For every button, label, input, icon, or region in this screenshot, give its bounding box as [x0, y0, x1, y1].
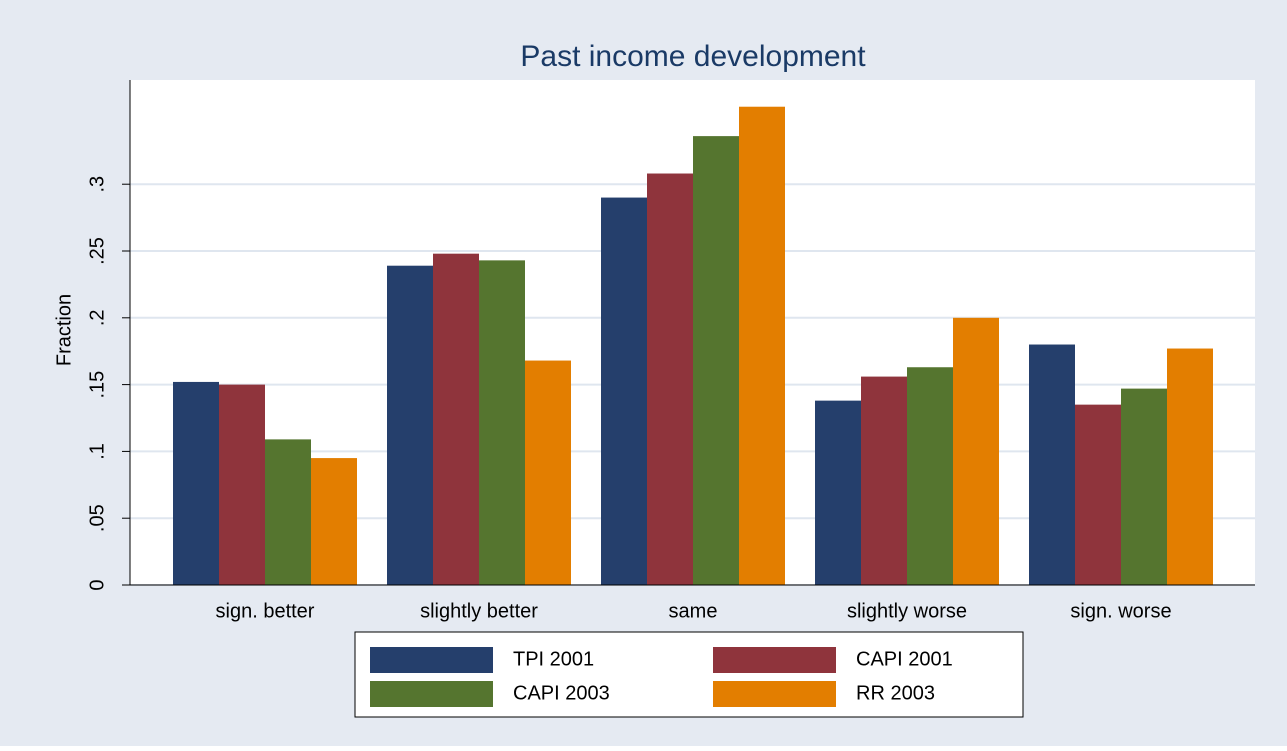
y-tick-label: .3 [86, 176, 108, 193]
bar [739, 106, 785, 585]
bar [1075, 404, 1121, 585]
y-tick-label: 0 [86, 579, 108, 590]
bar [173, 381, 219, 585]
x-tick-label: same [669, 600, 718, 622]
bar [601, 197, 647, 585]
bar [1029, 344, 1075, 585]
y-tick-label: .2 [86, 309, 108, 326]
x-tick-label: sign. better [216, 600, 315, 622]
bar [479, 260, 525, 585]
legend-label: CAPI 2001 [856, 648, 953, 670]
y-tick-label: .15 [86, 371, 108, 399]
bar [219, 384, 265, 585]
legend-label: CAPI 2003 [513, 682, 610, 704]
bar [525, 360, 571, 585]
y-tick-label: .1 [86, 443, 108, 460]
bar [311, 458, 357, 585]
bar [647, 173, 693, 585]
legend-swatch [713, 647, 836, 673]
bar [907, 367, 953, 585]
legend-label: RR 2003 [856, 682, 935, 704]
chart-title: Past income development [520, 40, 866, 73]
bar [387, 265, 433, 585]
legend-swatch [713, 681, 836, 707]
legend-swatch [370, 647, 493, 673]
bar [693, 136, 739, 585]
y-tick-label: .25 [86, 237, 108, 265]
bar [433, 253, 479, 585]
bar [1121, 388, 1167, 585]
bar [265, 439, 311, 585]
bar [1167, 348, 1213, 585]
legend-label: TPI 2001 [513, 648, 594, 670]
bar [861, 376, 907, 585]
y-tick-label: .05 [86, 504, 108, 532]
x-tick-label: sign. worse [1070, 600, 1171, 622]
bar [815, 400, 861, 585]
legend-swatch [370, 681, 493, 707]
x-tick-label: slightly better [420, 600, 538, 622]
bar [953, 317, 999, 585]
x-tick-label: slightly worse [847, 600, 967, 622]
y-axis-label: Fraction [53, 294, 75, 366]
